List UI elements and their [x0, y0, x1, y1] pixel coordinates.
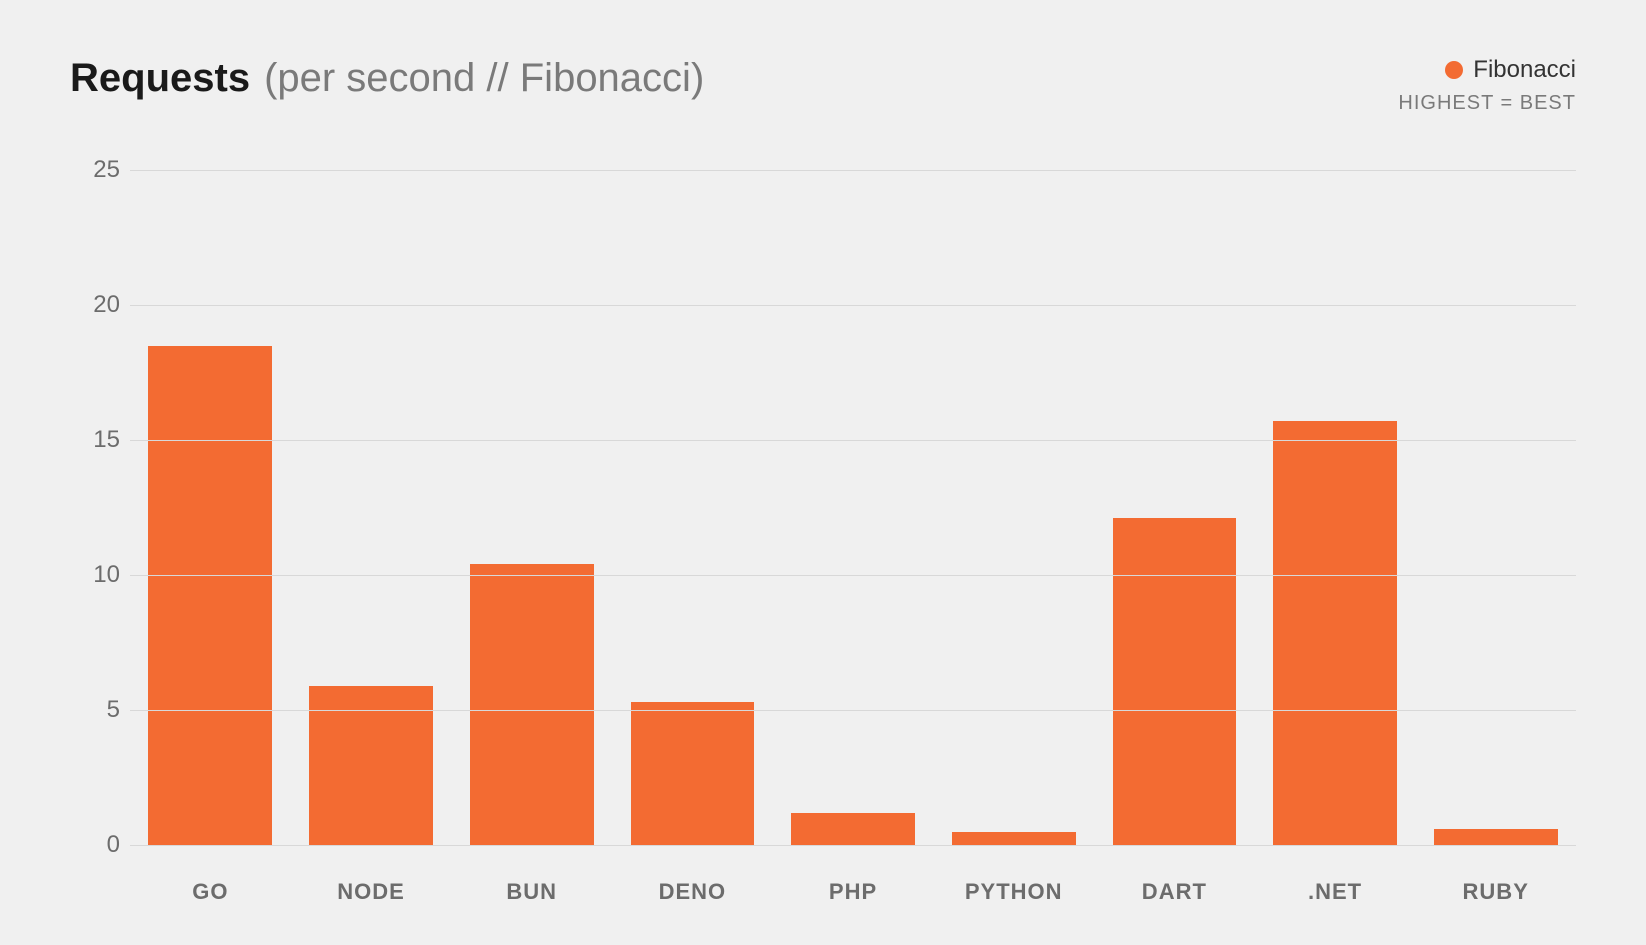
chart-title: Requests (per second // Fibonacci) — [70, 56, 704, 101]
y-tick-label: 10 — [75, 561, 120, 589]
x-tick-label: DENO — [659, 879, 727, 905]
bar — [1113, 518, 1237, 845]
grid-line — [130, 710, 1576, 711]
bar — [631, 702, 755, 845]
grid-line — [130, 845, 1576, 846]
x-tick-label: GO — [192, 879, 228, 905]
bar — [1273, 421, 1397, 845]
bar — [470, 564, 594, 845]
plot-area: GONODEBUNDENOPHPPYTHONDART.NETRUBY 05101… — [130, 170, 1576, 845]
x-tick-label: PHP — [829, 879, 877, 905]
bar — [791, 813, 915, 845]
bar — [952, 832, 1076, 846]
y-tick-label: 25 — [75, 156, 120, 184]
title-main: Requests — [70, 56, 250, 101]
chart-header: Requests (per second // Fibonacci) Fibon… — [70, 56, 1576, 115]
legend-swatch-icon — [1445, 61, 1463, 79]
y-tick-label: 20 — [75, 291, 120, 319]
bar-slot: GO — [130, 170, 291, 845]
grid-line — [130, 170, 1576, 171]
bars-group: GONODEBUNDENOPHPPYTHONDART.NETRUBY — [130, 170, 1576, 845]
bar-slot: DART — [1094, 170, 1255, 845]
bar-slot: .NET — [1255, 170, 1416, 845]
bar — [1434, 829, 1558, 845]
y-tick-label: 0 — [75, 831, 120, 859]
bar-slot: PHP — [773, 170, 934, 845]
x-tick-label: PYTHON — [965, 879, 1063, 905]
x-tick-label: BUN — [506, 879, 557, 905]
bar-slot: RUBY — [1415, 170, 1576, 845]
legend: Fibonacci HIGHEST = BEST — [1398, 56, 1576, 115]
y-tick-label: 5 — [75, 696, 120, 724]
title-sub: (per second // Fibonacci) — [264, 56, 704, 101]
bar — [148, 346, 272, 846]
legend-note: HIGHEST = BEST — [1398, 92, 1576, 115]
x-tick-label: NODE — [337, 879, 405, 905]
bar-slot: PYTHON — [933, 170, 1094, 845]
grid-line — [130, 305, 1576, 306]
bar-slot: BUN — [451, 170, 612, 845]
bar-slot: NODE — [291, 170, 452, 845]
y-tick-label: 15 — [75, 426, 120, 454]
x-tick-label: DART — [1142, 879, 1207, 905]
x-tick-label: RUBY — [1463, 879, 1529, 905]
legend-label: Fibonacci — [1473, 56, 1576, 84]
legend-item: Fibonacci — [1398, 56, 1576, 84]
grid-line — [130, 575, 1576, 576]
bar-slot: DENO — [612, 170, 773, 845]
x-tick-label: .NET — [1308, 879, 1362, 905]
chart-container: Requests (per second // Fibonacci) Fibon… — [0, 0, 1646, 945]
grid-line — [130, 440, 1576, 441]
